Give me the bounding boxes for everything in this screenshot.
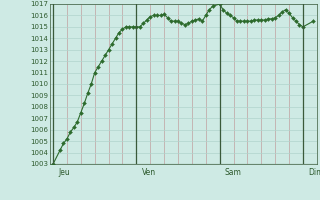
Text: Sam: Sam <box>225 168 242 177</box>
Text: Dim: Dim <box>308 168 320 177</box>
Text: Ven: Ven <box>141 168 156 177</box>
Text: Jeu: Jeu <box>58 168 70 177</box>
